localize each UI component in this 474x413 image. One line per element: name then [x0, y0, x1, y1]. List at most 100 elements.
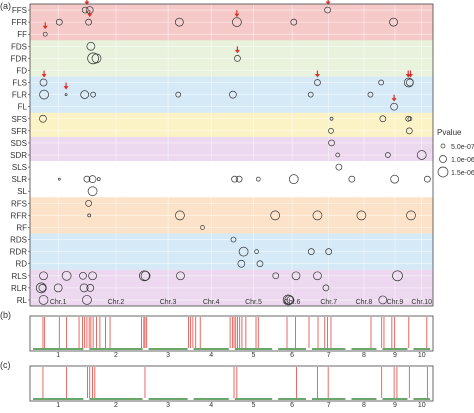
point-SLR	[235, 175, 243, 183]
point-SLR	[231, 175, 238, 183]
chromosome-label: Chr.5	[245, 299, 262, 306]
point-FLS	[39, 78, 48, 87]
panel-c-peaks	[42, 367, 428, 398]
point-RLS	[313, 271, 322, 281]
trait-label-FDS: FDS	[11, 42, 27, 51]
trait-label-SDS: SDS	[11, 139, 27, 148]
point-FLR	[39, 89, 49, 100]
point-RLS	[79, 271, 87, 280]
strip-chromosome-label: 2	[114, 352, 118, 359]
point-RFR	[270, 210, 281, 221]
point-RLR	[322, 284, 330, 292]
point-FLS	[378, 79, 384, 86]
legend-symbol	[439, 155, 447, 163]
arrow-head	[63, 86, 69, 90]
trait-label-RDR: RDR	[10, 248, 28, 257]
trait-label-RDS: RDS	[10, 236, 27, 245]
point-FFR	[175, 17, 184, 27]
strip-chromosome-label: 4	[209, 402, 213, 409]
point-RLS	[140, 270, 151, 281]
strip-chromosome-label: 5	[252, 352, 256, 359]
trait-label-SLR: SLR	[11, 175, 27, 184]
trait-label-FFR: FFR	[11, 18, 27, 27]
panel-label-a: (a)	[0, 1, 11, 11]
point-FFR	[55, 18, 63, 26]
point-FFR	[389, 17, 398, 27]
trait-label-SL: SL	[17, 187, 27, 196]
trait-label-RD: RD	[15, 260, 27, 269]
panel-b-chromosome-labels: 1 2 3 4 5 6 7 8 9 10	[56, 352, 425, 359]
point-RLS	[139, 270, 150, 282]
point-SFS	[405, 115, 412, 122]
panel-b-peaks	[42, 317, 428, 348]
panel-b-strip: 1 2 3 4 5 6 7 8 9 10	[29, 315, 434, 359]
point-RL	[282, 294, 294, 306]
point-RLS	[392, 270, 403, 282]
trait-label-SLS: SLS	[12, 163, 27, 172]
point-RLS	[61, 270, 72, 281]
strip-chromosome-label: 10	[418, 402, 426, 409]
trait-label-FF: FF	[17, 30, 27, 39]
point-RLS	[176, 271, 185, 281]
arrow-head	[234, 49, 240, 54]
trait-label-FLR: FLR	[12, 91, 27, 100]
trait-label-RFS: RFS	[11, 199, 27, 208]
legend-label: 1.0e-06	[451, 157, 474, 164]
point-RDR	[325, 248, 333, 255]
association-points	[35, 6, 431, 306]
point-FLS	[406, 78, 414, 87]
legend-symbol	[437, 166, 449, 178]
point-FFS	[324, 6, 331, 14]
panel-c-chromosome-labels: 1 2 3 4 5 6 7 8 9 10	[56, 402, 425, 409]
arrow-head	[325, 1, 331, 6]
point-SFS	[329, 116, 334, 121]
panel-a-frame	[29, 3, 434, 307]
panel-c-frame	[29, 365, 434, 402]
trait-label-FL: FL	[18, 103, 28, 112]
chromosome-label: Chr.1	[50, 299, 67, 306]
strip-chromosome-label: 2	[114, 402, 118, 409]
point-SDS	[328, 139, 335, 147]
strip-chromosome-label: 1	[56, 352, 60, 359]
point-FLR	[80, 90, 90, 99]
panel-a-manhattan: FFS FFR FF FDS FDR FD FLS FLR FL SFS SFR SDS SDR SLS S…	[10, 0, 434, 307]
point-RLR	[38, 284, 47, 292]
point-FF	[42, 31, 48, 37]
trait-label-SFR: SFR	[11, 127, 27, 136]
point-SDR	[416, 150, 427, 160]
strip-chromosome-label: 4	[209, 352, 213, 359]
chromosome-label: Chr.2	[108, 299, 125, 306]
point-RD	[237, 259, 246, 268]
point-FDR	[91, 53, 102, 64]
arrow-head	[234, 13, 240, 18]
strip-chromosome-label: 6	[290, 352, 294, 359]
strip-chromosome-label: 7	[327, 352, 331, 359]
strip-chromosome-label: 10	[418, 352, 426, 359]
point-SL	[87, 186, 98, 197]
pvalue-legend: Pvalue 5.0e-07 1.0e-06 1.5e-06	[437, 128, 474, 178]
point-FLR	[90, 91, 96, 98]
point-SLR	[96, 177, 101, 182]
point-RD	[256, 260, 264, 268]
point-RLS	[39, 271, 48, 281]
point-SLR	[288, 174, 299, 185]
point-SLR	[390, 174, 400, 184]
panel-b-frame	[29, 315, 434, 352]
point-RFS	[85, 199, 92, 207]
legend-title: Pvalue	[437, 128, 462, 137]
strip-chromosome-label: 1	[56, 402, 60, 409]
point-RL	[38, 295, 49, 305]
point-FLR	[367, 91, 374, 98]
point-RFR	[175, 210, 185, 221]
panel-label-c: (c)	[0, 360, 11, 370]
trait-label-RL: RL	[17, 296, 28, 305]
point-RF	[200, 225, 205, 230]
trait-label-FFS: FFS	[12, 6, 27, 15]
point-SLR	[348, 175, 356, 183]
legend-label: 1.5e-06	[451, 170, 474, 177]
trait-label-RLR: RLR	[11, 284, 27, 293]
point-RLR	[86, 284, 95, 292]
point-FFR	[85, 18, 92, 26]
trait-label-RF: RF	[16, 223, 27, 232]
